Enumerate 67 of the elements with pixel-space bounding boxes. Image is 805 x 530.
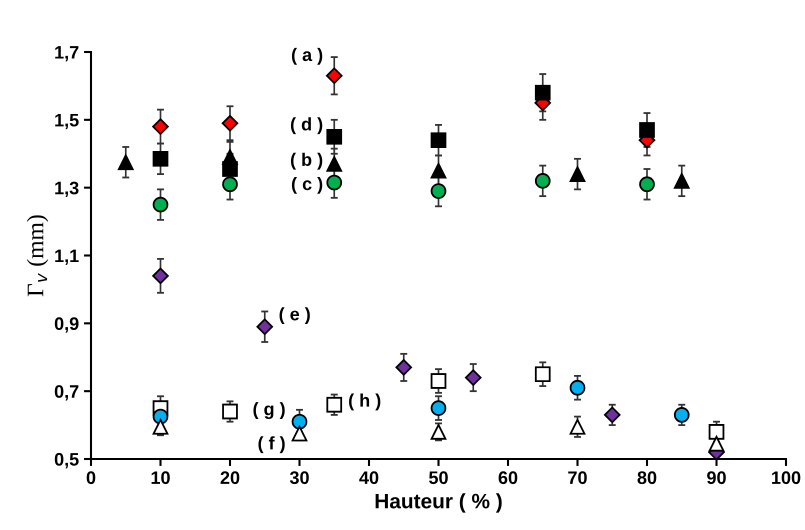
point xyxy=(326,67,343,84)
point xyxy=(534,84,551,101)
point xyxy=(430,132,446,148)
x-tick-label: 70 xyxy=(568,471,587,484)
annotation: ( c ) xyxy=(292,176,322,194)
point xyxy=(222,114,238,132)
point xyxy=(430,373,446,389)
annotation: ( b ) xyxy=(290,152,322,170)
y-tick-label: 0,5 xyxy=(54,452,79,468)
point xyxy=(708,424,724,440)
point xyxy=(639,122,655,138)
point xyxy=(326,174,342,190)
annotation: ( e ) xyxy=(280,307,310,324)
point xyxy=(326,128,342,145)
point xyxy=(256,318,274,335)
point xyxy=(292,426,308,442)
y-tick-label: 1,5 xyxy=(55,114,79,130)
point xyxy=(570,166,586,182)
point xyxy=(430,400,446,416)
y-tick-label: 1,1 xyxy=(55,250,79,265)
point xyxy=(326,156,342,172)
point xyxy=(292,414,308,430)
annotation: ( d ) xyxy=(290,117,322,134)
y-tick-label: 1,7 xyxy=(55,46,78,62)
annotation: ( h ) xyxy=(349,394,380,410)
y-tick-label: 0,7 xyxy=(54,385,78,401)
point xyxy=(152,196,168,212)
point xyxy=(222,404,238,420)
point xyxy=(152,408,168,424)
x-tick-label: 30 xyxy=(290,471,309,484)
point xyxy=(222,149,238,165)
point xyxy=(118,154,134,170)
x-tick-label: 0 xyxy=(86,471,96,484)
point xyxy=(152,268,169,284)
point xyxy=(570,418,586,435)
point xyxy=(570,380,586,396)
point xyxy=(604,406,621,424)
point xyxy=(708,436,724,452)
annotation: ( a ) xyxy=(292,48,322,65)
x-tick-label: 10 xyxy=(152,471,170,484)
x-tick-label: 60 xyxy=(498,471,518,484)
point xyxy=(430,162,446,179)
annotation: ( g ) xyxy=(253,402,285,420)
point xyxy=(395,359,412,376)
x-tick-label: 90 xyxy=(707,471,726,484)
x-tick-label: 40 xyxy=(359,471,378,484)
x-tick-label: 50 xyxy=(429,471,448,484)
point xyxy=(222,176,238,192)
point xyxy=(464,369,482,386)
y-axis-title: Γ$_{v}$ (mm) xyxy=(26,215,48,296)
point xyxy=(430,183,446,199)
point xyxy=(534,173,551,189)
point xyxy=(639,176,655,192)
x-axis-title: Hauteur ( % ) xyxy=(376,493,502,513)
x-tick-label: 20 xyxy=(220,471,240,484)
y-tick-label: 0,9 xyxy=(54,317,79,333)
annotation: ( f ) xyxy=(258,436,285,454)
point xyxy=(152,150,168,167)
point xyxy=(326,396,342,413)
point xyxy=(152,118,169,135)
point xyxy=(674,173,690,189)
point xyxy=(534,366,551,382)
y-tick-label: 1,3 xyxy=(55,182,79,198)
point xyxy=(152,418,168,435)
point xyxy=(674,407,690,423)
x-tick-label: 80 xyxy=(638,471,656,484)
x-tick-label: 100 xyxy=(772,471,800,484)
